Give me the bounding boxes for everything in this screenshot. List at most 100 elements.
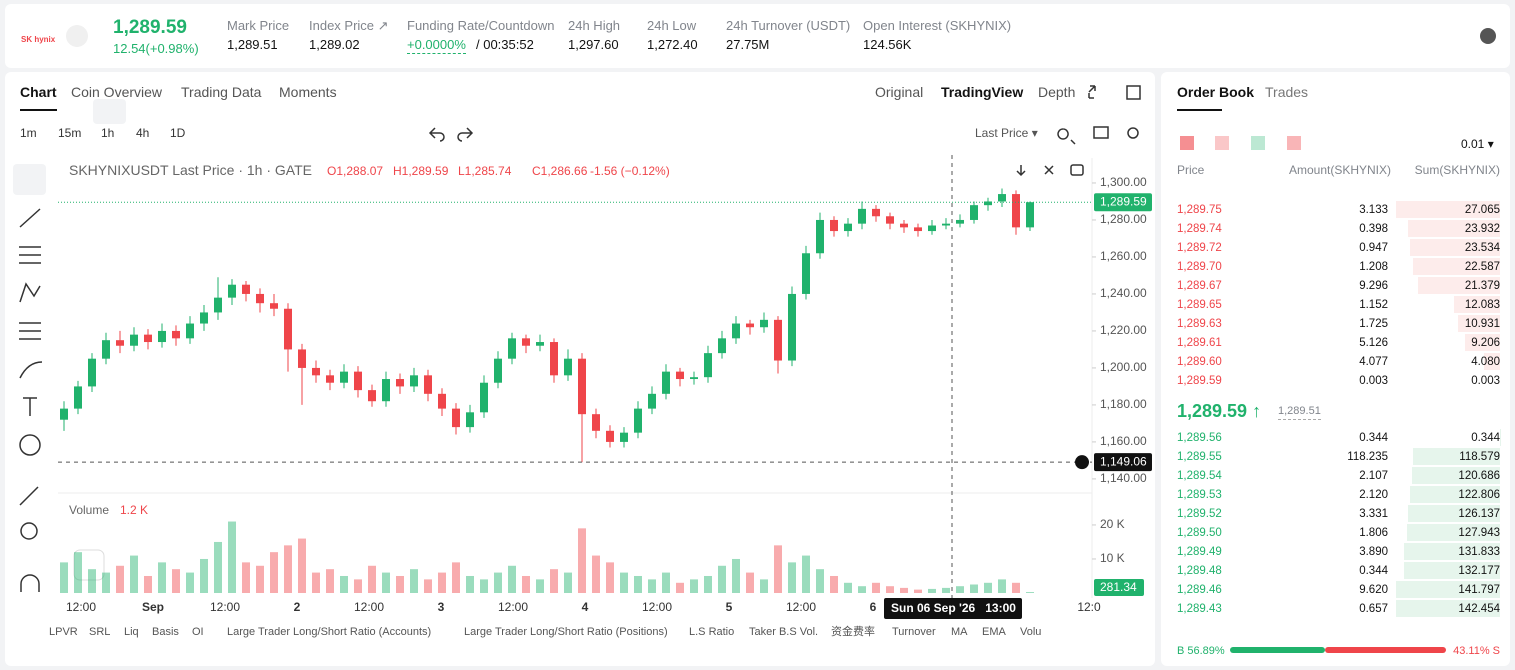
indicator[interactable]: Large Trader Long/Short Ratio (Positions… (464, 626, 668, 638)
volume-bar (396, 575, 404, 593)
book-price[interactable]: 1,289.70 (1177, 261, 1222, 273)
indicator[interactable]: Turnover (892, 626, 936, 638)
interval[interactable]: 4h (136, 126, 150, 140)
indicator[interactable]: Volu (1020, 626, 1042, 638)
book-price[interactable]: 1,289.46 (1177, 584, 1222, 596)
book-price[interactable]: 1,289.75 (1177, 204, 1222, 216)
buy-ratio: B 56.89% (1177, 645, 1225, 657)
book-tab[interactable]: Order Book (1177, 84, 1255, 100)
interval-selected (93, 99, 126, 124)
book-view-icon[interactable] (1251, 136, 1265, 150)
volume-bar (858, 586, 866, 593)
book-price[interactable]: 1,289.65 (1177, 299, 1222, 311)
indicator[interactable]: SRL (89, 626, 111, 638)
book-view-icon[interactable] (1215, 136, 1229, 150)
indicator[interactable]: OI (192, 626, 204, 638)
volume-bar (704, 575, 712, 593)
book-view-icon[interactable] (1180, 136, 1194, 150)
chart-tab[interactable]: Moments (279, 84, 337, 100)
stat-label: 24h Low (647, 18, 697, 33)
book-last-price: 1,289.59 ↑ (1177, 401, 1262, 421)
book-sum: 118.579 (1459, 451, 1500, 463)
book-price[interactable]: 1,289.72 (1177, 242, 1222, 254)
interval[interactable]: 15m (58, 126, 82, 140)
book-sum: 22.587 (1464, 261, 1500, 273)
volume-bar (102, 572, 110, 593)
candle-body (900, 223, 908, 228)
depth-bar (1396, 201, 1500, 218)
book-sum: 0.003 (1471, 375, 1500, 387)
book-price[interactable]: 1,289.54 (1177, 470, 1222, 482)
depth-bar (1464, 334, 1500, 351)
book-price[interactable]: 1,289.52 (1177, 508, 1222, 520)
depth-bar (1457, 315, 1500, 332)
book-tab[interactable]: Trades (1265, 84, 1309, 100)
indicator[interactable]: LPVR (49, 626, 78, 638)
candle-body (704, 353, 712, 378)
indicator[interactable]: Taker B.S Vol. (749, 626, 819, 638)
depth-bar (1484, 353, 1500, 370)
candle-body (648, 393, 656, 409)
depth-bar (1396, 600, 1500, 617)
candle-body (564, 358, 572, 376)
indicator[interactable]: Basis (152, 626, 179, 638)
view-tab[interactable]: TradingView (941, 84, 1024, 100)
candle-body (774, 319, 782, 361)
indicator[interactable]: MA (951, 626, 968, 638)
chart-tab[interactable]: Coin Overview (71, 84, 163, 100)
candle-body (970, 205, 978, 220)
col-header: Amount(SKHYNIX) (1288, 163, 1391, 177)
volume-bar (452, 562, 460, 593)
volume-title: Volume (69, 503, 110, 517)
interval[interactable]: 1m (20, 126, 37, 140)
book-view-icon[interactable] (1287, 136, 1301, 150)
interval[interactable]: 1D (170, 126, 186, 140)
book-price[interactable]: 1,289.50 (1177, 527, 1222, 539)
book-price[interactable]: 1,289.60 (1177, 356, 1222, 368)
indicator[interactable]: Large Trader Long/Short Ratio (Accounts) (227, 626, 432, 638)
book-price[interactable]: 1,289.55 (1177, 451, 1222, 463)
candle-body (424, 375, 432, 394)
logo: SK hynix (21, 35, 56, 44)
book-amount: 5.126 (1359, 337, 1388, 349)
chart-tab[interactable]: Trading Data (181, 84, 262, 100)
book-price[interactable]: 1,289.53 (1177, 489, 1222, 501)
view-tab[interactable]: Original (875, 84, 924, 100)
book-price[interactable]: 1,289.63 (1177, 318, 1222, 330)
indicator[interactable]: Liq (124, 626, 139, 638)
indicator[interactable]: EMA (982, 626, 1006, 638)
book-price[interactable]: 1,289.49 (1177, 546, 1222, 558)
volume-bar (158, 562, 166, 593)
stat-label: 24h Turnover (USDT) (726, 18, 851, 33)
book-amount: 0.344 (1359, 565, 1388, 577)
x-tick-label: 12:0 (1077, 600, 1101, 614)
favorite[interactable] (66, 25, 88, 47)
indicator[interactable]: L.S Ratio (689, 626, 735, 638)
volume-value: 1.2 K (120, 503, 149, 517)
interval[interactable]: 1h (101, 126, 115, 140)
book-price[interactable]: 1,289.59 (1177, 375, 1222, 387)
view-tab[interactable]: Depth (1038, 84, 1076, 100)
chart-tab[interactable]: Chart (20, 84, 57, 100)
book-price[interactable]: 1,289.48 (1177, 565, 1222, 577)
book-amount: 0.657 (1359, 603, 1388, 615)
volume-bar (186, 572, 194, 593)
price-source[interactable]: Last Price ▾ (975, 126, 1038, 140)
book-price[interactable]: 1,289.43 (1177, 603, 1222, 615)
book-price[interactable]: 1,289.74 (1177, 223, 1222, 235)
settings-icon[interactable] (1480, 28, 1496, 44)
stat-value: 27.75M (726, 37, 770, 52)
candle-body (116, 340, 124, 346)
volume-bar (900, 587, 908, 593)
candle-body (746, 323, 754, 328)
volume-bar (480, 579, 488, 593)
countdown: / 00:35:52 (476, 37, 534, 52)
book-price[interactable]: 1,289.67 (1177, 280, 1222, 292)
book-price[interactable]: 1,289.61 (1177, 337, 1222, 349)
candle-body (312, 367, 320, 376)
precision[interactable]: 0.01 ▾ (1461, 137, 1494, 151)
indicator[interactable]: 资金费率 (831, 626, 875, 638)
book-price[interactable]: 1,289.56 (1177, 432, 1222, 444)
x-tick-label: 3 (438, 600, 445, 614)
